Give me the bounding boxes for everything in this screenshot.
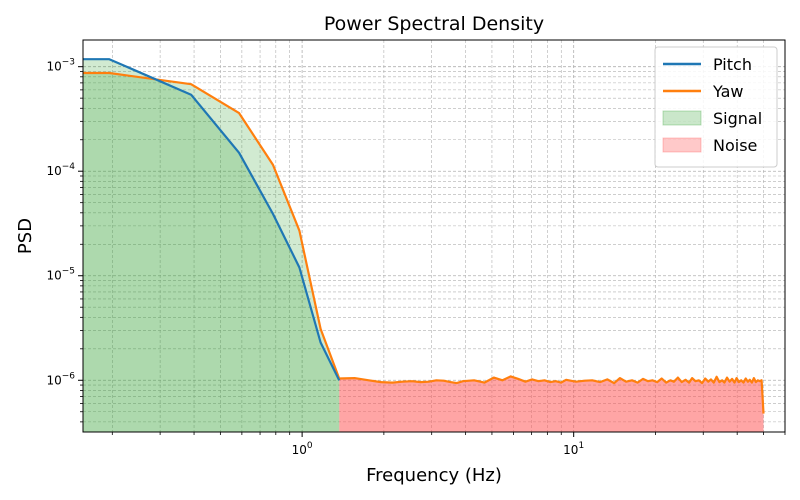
y-tick-label: 10−4 <box>46 162 75 178</box>
signal-fill-pitch <box>83 59 340 432</box>
legend: Pitch Yaw Signal Noise <box>654 46 778 168</box>
legend-swatch-noise <box>662 137 702 153</box>
signal-fill-yaw <box>83 73 340 432</box>
legend-label-noise: Noise <box>713 136 757 155</box>
fill-bands <box>83 59 764 432</box>
legend-label-pitch: Pitch <box>713 55 752 74</box>
y-tick-label: 10−3 <box>46 58 75 74</box>
series-lines <box>83 58 765 414</box>
y-axis-label: PSD <box>15 218 36 254</box>
chart-title: Power Spectral Density <box>324 13 544 35</box>
y-tick-label: 10−5 <box>46 267 75 283</box>
legend-label-yaw: Yaw <box>712 82 743 101</box>
legend-label-signal: Signal <box>713 109 762 128</box>
noise-fill <box>339 376 764 432</box>
plot-frame <box>82 39 786 433</box>
x-axis-label: Frequency (Hz) <box>366 465 502 486</box>
x-tick-label: 101 <box>563 441 584 457</box>
grid <box>83 40 786 432</box>
x-tick-label: 100 <box>292 441 313 457</box>
y-tick-label: 10−6 <box>46 371 75 387</box>
series-line-pitch <box>83 58 341 381</box>
series-line-yaw <box>83 71 765 414</box>
axis-ticks: 100 101 10−6 10−5 10−4 10−3 <box>46 58 786 457</box>
legend-box <box>654 46 778 168</box>
legend-swatch-signal <box>662 110 702 126</box>
